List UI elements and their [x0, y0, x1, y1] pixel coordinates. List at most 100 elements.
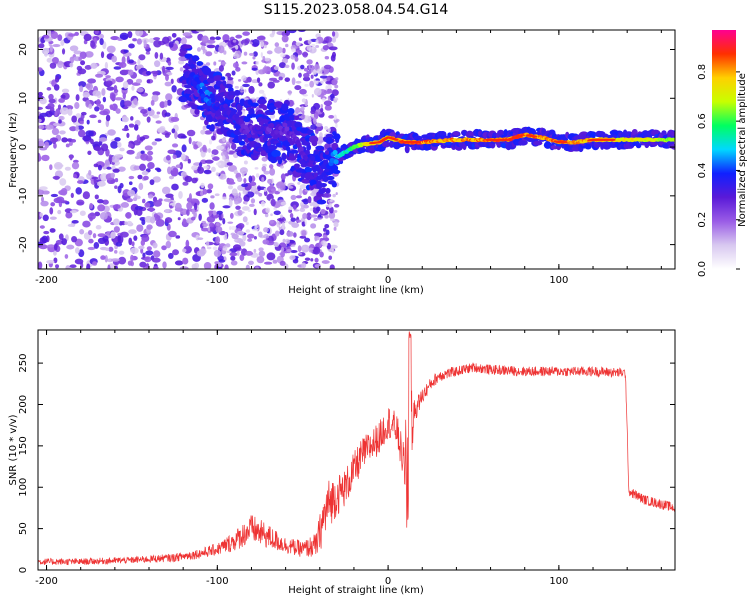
spectrogram-cell — [102, 96, 107, 103]
spectrogram-cell — [328, 202, 333, 209]
spectrogram-cell — [296, 219, 302, 223]
spectrogram-cell — [191, 165, 198, 171]
spectrogram-cell — [320, 208, 326, 215]
spectrogram-cell — [242, 31, 250, 36]
spectrogram-cell — [159, 101, 166, 109]
spectrogram-cell — [241, 206, 250, 211]
spectrogram-cell — [49, 164, 53, 171]
spectrogram-cell — [161, 65, 166, 74]
spectrogram-cell — [269, 155, 278, 164]
spectrogram-cell — [256, 35, 266, 41]
spectrogram-cell — [316, 217, 323, 220]
spectrogram-cell — [142, 252, 146, 258]
spectrogram-cell — [298, 37, 303, 42]
spectrogram-cell — [333, 226, 337, 231]
spectrogram-cell — [88, 103, 93, 109]
spectrogram-cell — [38, 261, 43, 269]
spectrogram-cell — [328, 114, 335, 119]
spectrogram-cell — [53, 250, 57, 256]
spectrogram-cell — [136, 209, 143, 216]
spectrogram-cell — [122, 81, 129, 89]
spectrogram-cell — [135, 65, 142, 70]
spectrogram-cell — [90, 62, 98, 69]
spectrogram-cell — [223, 50, 227, 55]
spectrogram-cell — [71, 115, 78, 123]
spectrogram-cell — [70, 139, 77, 143]
spectrogram-cell — [83, 33, 92, 42]
spectrogram-cell — [128, 43, 135, 49]
spectrogram-cell — [104, 61, 109, 70]
spectrogram-cell — [206, 216, 216, 223]
spectrogram-cell — [178, 190, 183, 199]
spectrogram-cell — [111, 165, 116, 170]
spectrogram-cell — [168, 175, 175, 180]
spectrogram-cell — [215, 222, 222, 227]
spectrogram-cell — [327, 127, 331, 133]
spectrogram-cell — [243, 177, 247, 184]
spectrogram-cell — [265, 207, 271, 213]
spectrogram-cell — [87, 78, 97, 84]
spectrogram-cell — [127, 260, 133, 266]
spectrogram-cell — [154, 138, 162, 142]
spectrogram-cell — [232, 39, 237, 43]
spectrogram-cell — [187, 158, 191, 164]
spectrogram-cell — [52, 175, 61, 180]
spectrogram-cell — [149, 216, 156, 224]
spectrogram-cell — [284, 220, 288, 223]
spectrogram-cell — [124, 221, 128, 226]
spectrogram-cell — [253, 51, 258, 57]
spectrogram-cell — [222, 41, 226, 47]
spectrogram-cell — [308, 64, 311, 70]
spectrogram-cell — [114, 97, 124, 101]
spectrogram-cell — [278, 76, 283, 81]
spectrogram-cell — [329, 199, 333, 203]
spectrogram-cell — [178, 56, 187, 62]
spectrogram-cell — [260, 150, 268, 157]
spectrogram-cell — [333, 209, 338, 213]
spectrogram-cell — [317, 141, 322, 145]
spectrogram-cell — [73, 173, 78, 179]
spectrogram-cell — [190, 216, 196, 221]
spectrogram-xtick-label: 100 — [549, 275, 568, 286]
spectrogram-cell — [289, 255, 296, 261]
spectrogram-cell — [147, 150, 154, 156]
spectrogram-cell — [115, 76, 124, 83]
spectrogram-cell — [105, 80, 113, 87]
spectrogram-cell — [54, 75, 60, 83]
spectrogram-cell — [315, 128, 319, 135]
spectrogram-cell — [303, 198, 309, 205]
spectrogram-cell — [230, 255, 236, 261]
spectrogram-cell — [332, 193, 336, 198]
spectrogram-cell — [321, 260, 330, 264]
spectrogram-cell — [313, 172, 319, 178]
spectrogram-cell — [147, 107, 152, 112]
spectrogram-cell — [237, 223, 245, 229]
spectrogram-cell — [302, 213, 308, 219]
spectrogram-cell — [225, 106, 231, 112]
spectrogram-cell — [328, 46, 338, 51]
spectrogram-cell — [94, 146, 102, 152]
spectrogram-cell — [290, 54, 296, 60]
spectrogram-cell — [315, 145, 325, 151]
spectrogram-cell — [279, 260, 286, 266]
spectrogram-cell — [323, 159, 329, 165]
spectrogram-cell — [234, 192, 240, 197]
spectrogram-cell — [221, 155, 226, 161]
spectrogram-cell — [86, 263, 91, 269]
spectrogram-cell — [279, 252, 284, 256]
spectrogram-cell — [222, 34, 230, 42]
spectrogram-cell — [251, 67, 258, 71]
spectrogram-cell — [112, 204, 121, 210]
spectrogram-cell — [74, 247, 80, 254]
spectrogram-cell — [333, 159, 339, 165]
spectrogram-cell — [82, 191, 91, 200]
spectrogram-cell — [69, 62, 74, 68]
spectrogram-cell — [235, 34, 243, 39]
spectrogram-cell — [200, 190, 204, 197]
spectrogram-cell — [253, 236, 257, 240]
spectrogram-cell — [149, 179, 155, 186]
spectrogram-cell — [222, 218, 226, 225]
spectrogram-cell — [144, 145, 153, 151]
spectrogram-cell — [281, 47, 286, 54]
